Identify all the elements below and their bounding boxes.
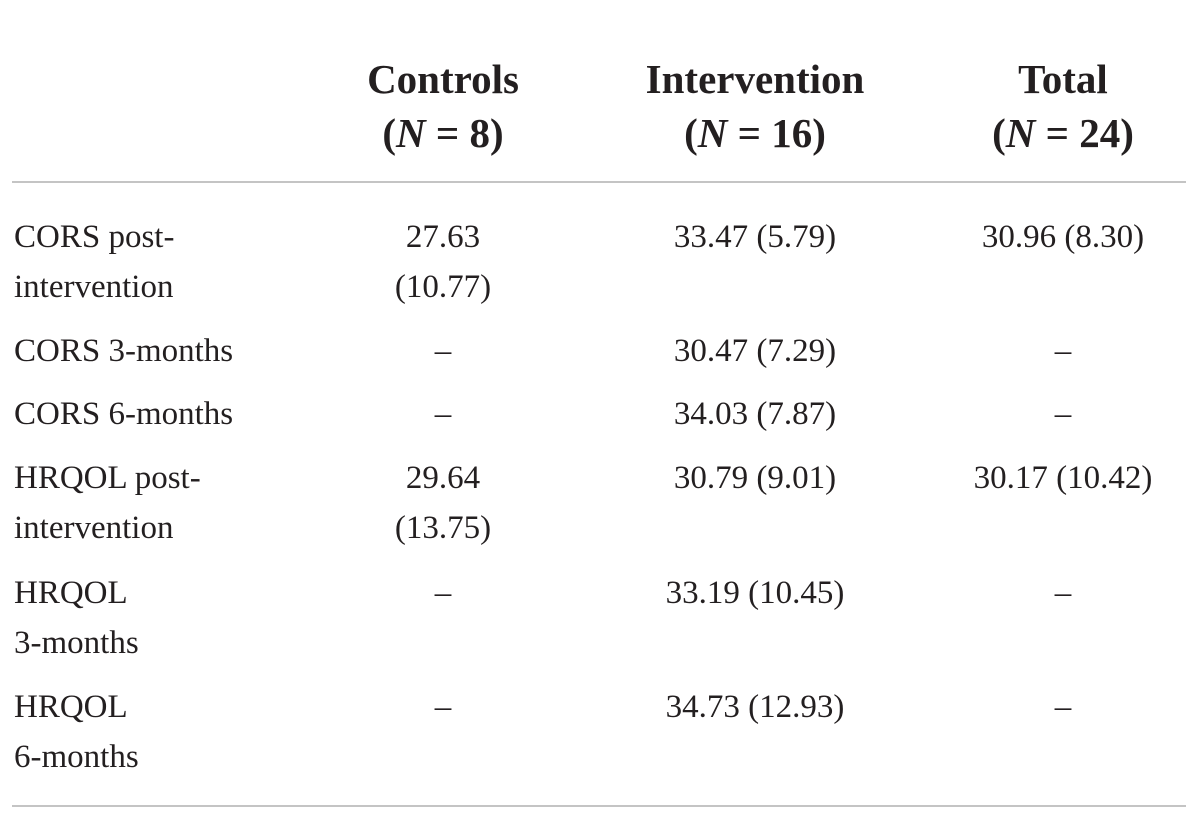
footer-rule	[12, 805, 1186, 807]
cell-intervention: 33.47 (5.79)	[673, 219, 837, 255]
cell-intervention: 34.73 (12.93)	[665, 689, 845, 725]
header-rule	[12, 181, 1186, 183]
cell-total: 30.96 (8.30)	[981, 219, 1145, 255]
cell-controls: –	[434, 333, 452, 369]
row-label: CORS 3-months	[14, 333, 234, 369]
cell-intervention: 33.19 (10.45)	[665, 575, 845, 611]
cell-total: –	[1054, 689, 1072, 725]
column-header-intervention: Intervention (N = 16)	[615, 52, 895, 160]
cell-controls: –	[434, 689, 452, 725]
cell-total: –	[1054, 575, 1072, 611]
row-label: CORS post- intervention	[14, 219, 175, 305]
column-header-count: (N = 24)	[992, 110, 1134, 156]
column-header-count: (N = 16)	[684, 110, 826, 156]
cell-intervention: 34.03 (7.87)	[673, 396, 837, 432]
cell-total: –	[1054, 396, 1072, 432]
column-header-name: Intervention	[645, 56, 865, 102]
cell-intervention: 30.47 (7.29)	[673, 333, 837, 369]
row-label: HRQOL 6-months	[14, 689, 139, 775]
column-header-total: Total (N = 24)	[957, 52, 1169, 160]
cell-controls: –	[434, 575, 452, 611]
cell-total: –	[1054, 333, 1072, 369]
column-header-name: Total	[1018, 56, 1108, 102]
column-header-count: (N = 8)	[382, 110, 504, 156]
cell-controls: 27.63 (10.77)	[394, 219, 492, 305]
cell-controls: 29.64 (13.75)	[394, 460, 492, 546]
column-header-name: Controls	[367, 56, 519, 102]
row-label: CORS 6-months	[14, 396, 234, 432]
column-header-controls: Controls (N = 8)	[331, 52, 555, 160]
cell-controls: –	[434, 396, 452, 432]
cell-total: 30.17 (10.42)	[973, 460, 1153, 496]
row-label: HRQOL post- intervention	[14, 460, 201, 546]
cell-intervention: 30.79 (9.01)	[673, 460, 837, 496]
row-label: HRQOL 3-months	[14, 575, 139, 661]
